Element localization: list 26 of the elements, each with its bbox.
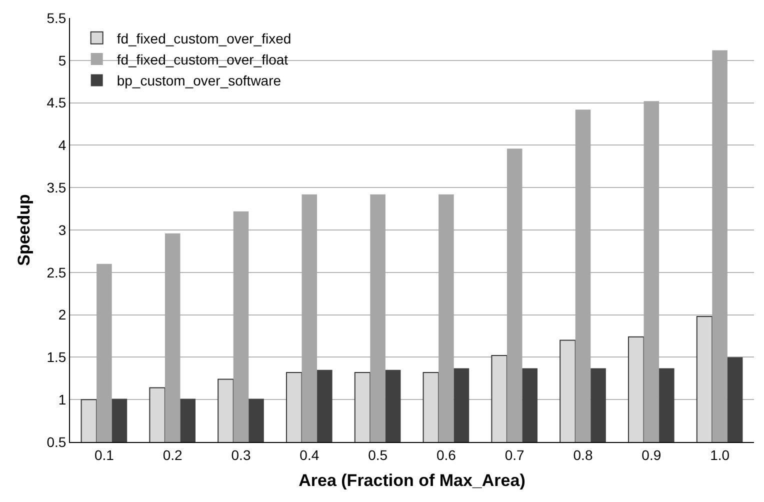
- x-tick-label: 0.8: [573, 446, 593, 463]
- x-tick-label: 0.4: [300, 446, 320, 463]
- legend-label: fd_fixed_custom_over_fixed: [116, 30, 292, 46]
- x-tick-label: 0.6: [436, 446, 456, 463]
- y-tick-label: 0.5: [46, 434, 66, 450]
- x-tick-label: 0.3: [231, 446, 251, 463]
- y-tick-label: 1: [58, 392, 66, 408]
- y-tick-label: 2: [58, 306, 66, 323]
- x-tick-label: 1.0: [710, 446, 730, 463]
- legend-label: fd_fixed_custom_over_float: [116, 52, 288, 68]
- y-tick-label: 1.5: [46, 349, 66, 366]
- x-tick-label: 0.7: [504, 446, 525, 463]
- x-tick-label: 0.2: [162, 446, 183, 463]
- y-tick-label: 5: [58, 52, 66, 68]
- y-tick-label: 5.5: [46, 10, 66, 26]
- y-tick-label: 4.5: [46, 94, 66, 111]
- y-tick-label: 4: [58, 137, 66, 154]
- x-tick-label: 0.5: [368, 446, 388, 463]
- legend-label: bp_custom_over_software: [116, 72, 282, 89]
- x-tick-label: 0.1: [94, 446, 114, 463]
- y-tick-label: 3.5: [46, 180, 66, 196]
- x-axis-title: Area (Fraction of Max_Area): [298, 471, 526, 490]
- y-tick-label: 2.5: [46, 264, 66, 280]
- x-tick-label: 0.9: [642, 446, 662, 463]
- y-axis-title: Speedup: [14, 194, 34, 266]
- y-tick-label: 3: [58, 222, 66, 238]
